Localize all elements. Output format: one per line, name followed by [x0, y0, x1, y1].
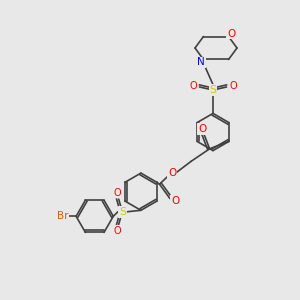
Text: S: S: [119, 207, 126, 217]
Text: O: O: [189, 80, 197, 91]
Text: S: S: [209, 85, 217, 95]
Text: O: O: [227, 28, 235, 39]
Text: O: O: [229, 80, 237, 91]
Text: O: O: [113, 226, 121, 236]
Text: N: N: [197, 57, 205, 68]
Text: Br: Br: [57, 211, 68, 221]
Text: O: O: [171, 196, 179, 206]
Text: O: O: [113, 188, 121, 198]
Text: O: O: [198, 124, 206, 134]
Text: O: O: [168, 168, 176, 178]
